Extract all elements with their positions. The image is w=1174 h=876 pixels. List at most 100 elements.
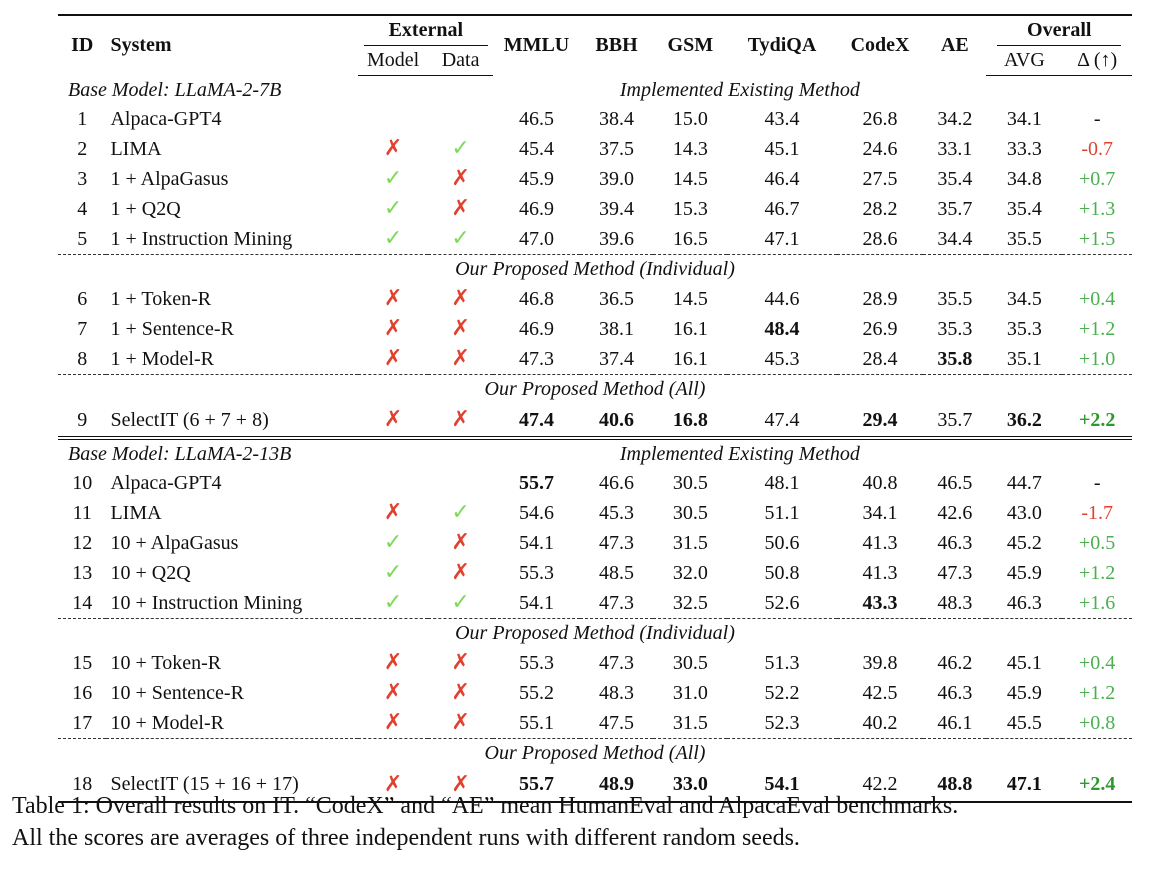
cell-ae: 35.8 xyxy=(937,347,973,370)
cell-bbh: 48.5 xyxy=(599,561,635,584)
cell-data: ✗ xyxy=(428,194,493,224)
table-row: 2 LIMA ✗ ✓ 45.4 37.5 14.3 45.1 24.6 33.1 33.3 -0.7 xyxy=(58,134,1132,164)
cell-avg: 34.8 xyxy=(1006,167,1042,190)
table-row: 9 SelectIT (6 + 7 + 8) ✗ ✗ 47.4 40.6 16.8 47.4 2… xyxy=(58,404,1132,438)
cell-tydiqa: 51.3 xyxy=(764,651,800,674)
cell-gsm: 15.3 xyxy=(672,197,708,220)
table-row: 1 Alpaca-GPT4 46.5 38.4 15.0 43.4 26.8 34.2 34.1… xyxy=(58,105,1132,134)
cell-delta: +0.4 xyxy=(1079,287,1116,310)
cell-codex: 26.8 xyxy=(862,108,898,130)
cross-icon: ✗ xyxy=(451,530,470,555)
cell-delta: +1.3 xyxy=(1079,197,1116,220)
cell-data: ✓ xyxy=(428,588,493,619)
cell-codex: 40.8 xyxy=(862,472,898,494)
cell-bbh: 39.0 xyxy=(599,167,635,190)
cell-bbh: 47.3 xyxy=(599,651,635,674)
section-row-base13b: Base Model: LLaMA-2-13B Implemented Exis… xyxy=(58,436,1132,469)
cell-gsm: 32.0 xyxy=(672,561,708,584)
cell-model: ✗ xyxy=(358,708,428,739)
cell-system: 1 + Token-R xyxy=(110,287,212,310)
cell-id: 5 xyxy=(77,227,88,250)
cell-id: 16 xyxy=(72,681,93,704)
table-row: 13 10 + Q2Q ✓ ✗ 55.3 48.5 32.0 50.8 41.3 47.3 45.9… xyxy=(58,558,1132,588)
cell-delta: +1.2 xyxy=(1079,681,1116,704)
col-ae-header: AE xyxy=(923,14,987,76)
cell-ae: 35.3 xyxy=(937,317,973,340)
cell-mmlu: 55.2 xyxy=(518,681,554,704)
cross-icon: ✗ xyxy=(451,680,470,705)
cell-tydiqa: 52.2 xyxy=(764,681,800,704)
cell-mmlu: 54.1 xyxy=(518,591,554,614)
cell-mmlu: 46.9 xyxy=(518,197,554,220)
cell-ae: 46.3 xyxy=(937,531,973,554)
cell-system: 1 + Q2Q xyxy=(110,197,181,220)
cell-avg: 45.2 xyxy=(1006,531,1042,554)
col-system-header: System xyxy=(106,14,359,76)
cell-id: 11 xyxy=(72,501,92,524)
cell-id: 15 xyxy=(72,651,93,674)
cross-icon: ✗ xyxy=(383,316,403,341)
cell-tydiqa: 52.6 xyxy=(764,591,800,614)
check-icon: ✓ xyxy=(451,590,470,615)
check-icon: ✓ xyxy=(451,136,470,161)
cell-data: ✗ xyxy=(428,344,493,375)
cell-model: ✓ xyxy=(358,164,428,194)
cell-codex: 27.5 xyxy=(862,167,898,190)
cell-avg: 35.1 xyxy=(1006,347,1042,370)
cell-delta: +1.6 xyxy=(1079,591,1116,614)
col-codex-header: CodeX xyxy=(836,14,924,76)
cell-avg: 44.7 xyxy=(1006,472,1042,494)
table-row: 4 1 + Q2Q ✓ ✗ 46.9 39.4 15.3 46.7 28.2 35.7 35.4 +1… xyxy=(58,194,1132,224)
cell-codex: 28.4 xyxy=(862,347,898,370)
cell-bbh: 45.3 xyxy=(599,501,635,524)
cell-system: 10 + Instruction Mining xyxy=(110,591,303,614)
cell-data: ✓ xyxy=(428,134,493,164)
cell-mmlu: 47.3 xyxy=(518,347,554,370)
cell-delta: +2.2 xyxy=(1078,408,1116,431)
cell-ae: 42.6 xyxy=(937,501,973,524)
cell-avg: 47.1 xyxy=(986,768,1063,803)
check-icon: ✓ xyxy=(383,590,403,615)
cell-system: LIMA xyxy=(110,137,162,160)
cell-mmlu: 54.1 xyxy=(518,531,554,554)
cell-gsm: 14.5 xyxy=(672,287,708,310)
cell-gsm: 30.5 xyxy=(672,651,708,674)
cell-mmlu: 45.4 xyxy=(518,137,554,160)
cell-delta: +0.4 xyxy=(1079,651,1116,674)
cell-id: 8 xyxy=(77,347,88,370)
cell-model: ✗ xyxy=(358,284,428,314)
cell-id: 17 xyxy=(72,711,93,734)
cell-id: 4 xyxy=(77,197,88,220)
cell-bbh: 46.6 xyxy=(599,472,635,494)
cell-bbh: 39.6 xyxy=(599,227,635,250)
cross-icon: ✗ xyxy=(383,710,403,735)
cell-id: 12 xyxy=(72,531,93,554)
check-icon: ✓ xyxy=(383,166,403,191)
cell-system: 1 + Instruction Mining xyxy=(110,227,293,250)
cell-model: ✗ xyxy=(358,404,428,438)
cell-system: 10 + Model-R xyxy=(110,711,224,734)
cell-id: 18 xyxy=(58,768,107,803)
cross-icon: ✗ xyxy=(451,710,470,735)
cell-ae: 35.7 xyxy=(937,197,973,220)
cell-gsm: 14.5 xyxy=(672,167,708,190)
cell-ae: 47.3 xyxy=(937,561,973,584)
cross-icon: ✗ xyxy=(451,650,470,675)
table-row: 5 1 + Instruction Mining ✓ ✓ 47.0 39.6 16.5 47.… xyxy=(58,224,1132,255)
cell-tydiqa: 43.4 xyxy=(764,108,800,130)
cell-avg: 35.4 xyxy=(1006,197,1042,220)
cell-tydiqa: 48.1 xyxy=(764,472,800,494)
cell-gsm: 31.5 xyxy=(672,711,708,734)
cell-system: SelectIT (15 + 16 + 17) xyxy=(106,768,359,803)
cell-model: ✗ xyxy=(358,134,428,164)
cell-model: ✗ xyxy=(358,314,428,344)
cell-mmlu: 55.7 xyxy=(493,768,580,803)
cell-data xyxy=(428,469,493,498)
cell-ae: 33.1 xyxy=(937,137,973,160)
cell-bbh: 47.3 xyxy=(599,591,635,614)
cell-data: ✗ xyxy=(428,164,493,194)
check-icon: ✓ xyxy=(383,196,403,221)
cell-ae: 35.7 xyxy=(937,408,973,431)
cross-icon: ✗ xyxy=(451,166,470,191)
